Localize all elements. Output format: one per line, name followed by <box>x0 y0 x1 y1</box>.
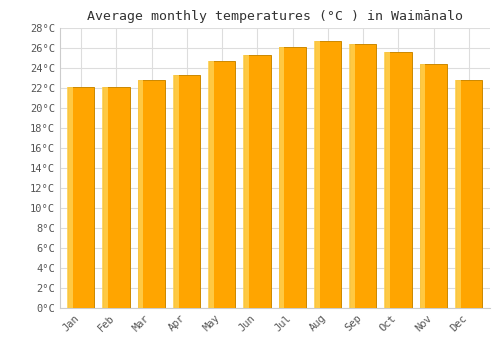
Bar <box>384 52 390 308</box>
Bar <box>455 80 460 308</box>
Bar <box>68 87 94 308</box>
Bar <box>314 41 341 308</box>
Bar <box>208 61 214 308</box>
Bar <box>280 47 306 308</box>
Bar <box>420 64 426 308</box>
Bar <box>385 52 411 308</box>
Bar <box>138 80 143 308</box>
Bar <box>173 75 178 308</box>
Bar <box>456 80 482 308</box>
Bar <box>420 64 447 308</box>
Bar <box>350 44 376 308</box>
Bar <box>209 61 236 308</box>
Bar <box>103 87 130 308</box>
Bar <box>314 41 320 308</box>
Bar <box>138 80 165 308</box>
Bar <box>349 44 355 308</box>
Bar <box>278 47 284 308</box>
Bar <box>67 87 73 308</box>
Bar <box>244 55 270 308</box>
Bar <box>102 87 108 308</box>
Bar <box>244 55 249 308</box>
Bar <box>174 75 200 308</box>
Title: Average monthly temperatures (°C ) in Waimānalo: Average monthly temperatures (°C ) in Wa… <box>87 10 463 23</box>
